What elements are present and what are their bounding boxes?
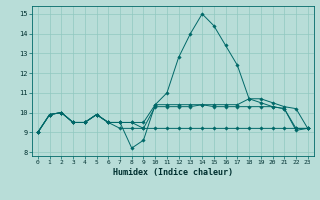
X-axis label: Humidex (Indice chaleur): Humidex (Indice chaleur) <box>113 168 233 177</box>
